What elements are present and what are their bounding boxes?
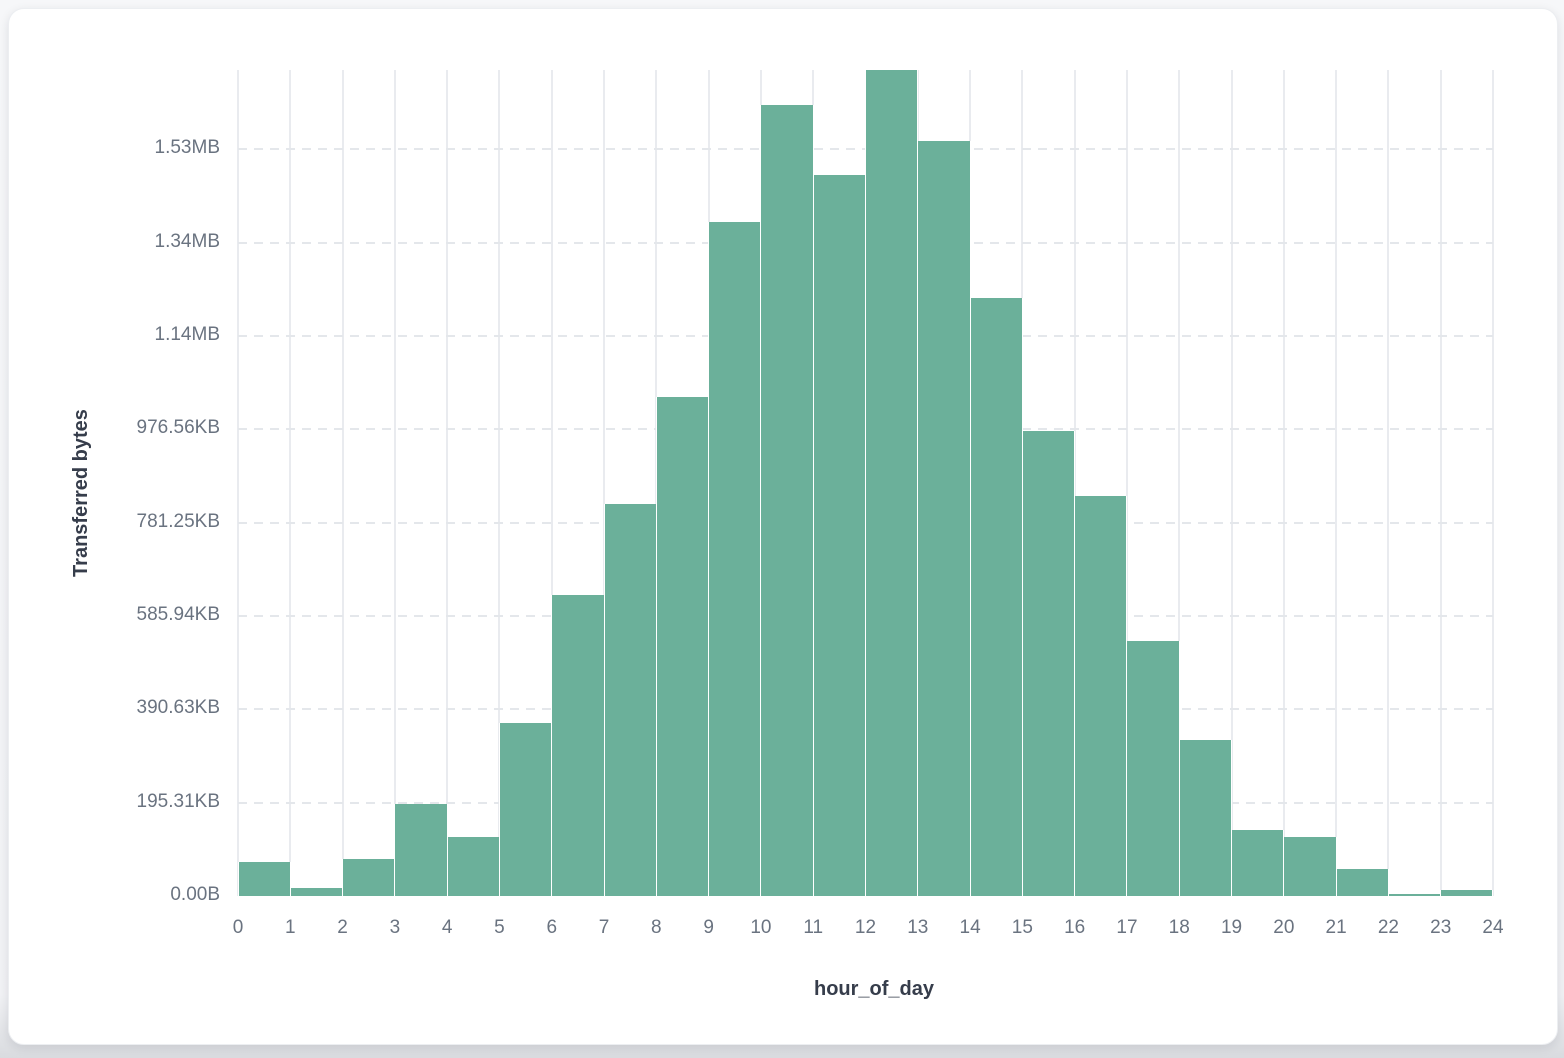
- y-tick-label-6: 1.14MB: [154, 324, 220, 345]
- y-tick-label-7: 1.34MB: [154, 230, 220, 252]
- x-tick-label-4: 4: [441, 917, 453, 938]
- bar-hour-8[interactable]: [655, 396, 710, 896]
- x-tick-label-22: 22: [1377, 917, 1399, 938]
- bar-hour-4[interactable]: [446, 837, 500, 896]
- bar-hour-6[interactable]: [551, 595, 605, 896]
- x-tick-label-15: 15: [1011, 917, 1033, 938]
- bar-hour-11[interactable]: [812, 174, 866, 896]
- bar-hour-12[interactable]: [865, 70, 919, 896]
- vertical-gridline-24: [1492, 70, 1494, 896]
- bar-hour-23[interactable]: [1440, 889, 1494, 896]
- x-tick-label-23: 23: [1430, 917, 1452, 938]
- vertical-gridline-1: [289, 70, 292, 896]
- x-tick-label-1: 1: [284, 917, 296, 938]
- bar-hour-14[interactable]: [969, 297, 1023, 896]
- x-tick-label-20: 20: [1273, 917, 1295, 938]
- vertical-gridline-6: [550, 70, 553, 896]
- x-tick-label-8: 8: [651, 917, 662, 938]
- x-tick-label-2: 2: [337, 917, 348, 938]
- bar-hour-7[interactable]: [603, 504, 657, 896]
- x-tick-label-5: 5: [494, 917, 505, 938]
- vertical-gridline-18: [1178, 70, 1181, 896]
- vertical-gridline-21: [1335, 70, 1338, 896]
- bar-hour-18[interactable]: [1178, 740, 1233, 896]
- bar-hour-16[interactable]: [1074, 496, 1128, 896]
- x-tick-label-7: 7: [598, 917, 610, 938]
- y-tick-label-4: 781.25KB: [136, 510, 220, 532]
- bar-hour-19[interactable]: [1231, 830, 1285, 896]
- bar-hour-17[interactable]: [1126, 640, 1180, 896]
- y-tick-label-2: 390.63KB: [136, 697, 220, 719]
- y-tick-label-1: 195.31KB: [136, 790, 220, 812]
- vertical-gridline-23: [1439, 70, 1442, 896]
- x-tick-label-17: 17: [1116, 917, 1138, 938]
- x-axis-title: hour_of_day: [813, 978, 935, 1000]
- bar-hour-22[interactable]: [1387, 893, 1442, 896]
- vertical-gridline-2: [341, 70, 344, 896]
- y-tick-label-3: 585.94KB: [136, 604, 220, 625]
- x-tick-label-0: 0: [232, 917, 244, 938]
- bar-hour-9[interactable]: [708, 222, 762, 896]
- bar-hour-0[interactable]: [237, 861, 291, 896]
- bar-hour-15[interactable]: [1021, 430, 1076, 896]
- plot-area: [237, 70, 1494, 896]
- x-tick-label-21: 21: [1325, 917, 1347, 938]
- x-tick-label-3: 3: [389, 917, 401, 938]
- x-tick-label-24: 24: [1482, 917, 1504, 938]
- x-tick-label-12: 12: [854, 917, 877, 938]
- bar-hour-10[interactable]: [760, 105, 814, 896]
- x-tick-label-14: 14: [959, 917, 981, 938]
- bar-hour-1[interactable]: [289, 888, 344, 896]
- vertical-gridline-19: [1230, 70, 1233, 896]
- vertical-gridline-7: [603, 70, 606, 896]
- x-tick-label-19: 19: [1220, 917, 1243, 938]
- bar-hour-13[interactable]: [917, 141, 971, 896]
- x-tick-label-18: 18: [1168, 917, 1190, 938]
- vertical-gridline-20: [1282, 70, 1285, 896]
- vertical-gridline-4: [446, 70, 449, 896]
- y-tick-label-0: 0.00B: [170, 884, 220, 905]
- bar-hour-2[interactable]: [342, 859, 396, 896]
- y-tick-label-5: 976.56KB: [136, 417, 220, 439]
- y-tick-label-8: 1.53MB: [154, 137, 220, 159]
- x-tick-label-16: 16: [1064, 917, 1086, 938]
- bar-hour-5[interactable]: [498, 723, 553, 896]
- vertical-gridline-5: [498, 70, 501, 896]
- vertical-gridline-0: [237, 70, 239, 896]
- x-tick-label-6: 6: [546, 917, 558, 938]
- x-tick-label-13: 13: [907, 917, 929, 938]
- vertical-gridline-17: [1125, 70, 1128, 896]
- x-tick-label-10: 10: [750, 917, 772, 938]
- x-tick-label-11: 11: [803, 917, 824, 938]
- bar-hour-21[interactable]: [1335, 869, 1389, 896]
- vertical-gridline-3: [393, 70, 396, 896]
- bar-hour-20[interactable]: [1283, 837, 1337, 896]
- x-tick-label-9: 9: [703, 917, 714, 938]
- bar-hour-3[interactable]: [394, 804, 448, 896]
- vertical-gridline-22: [1387, 70, 1390, 896]
